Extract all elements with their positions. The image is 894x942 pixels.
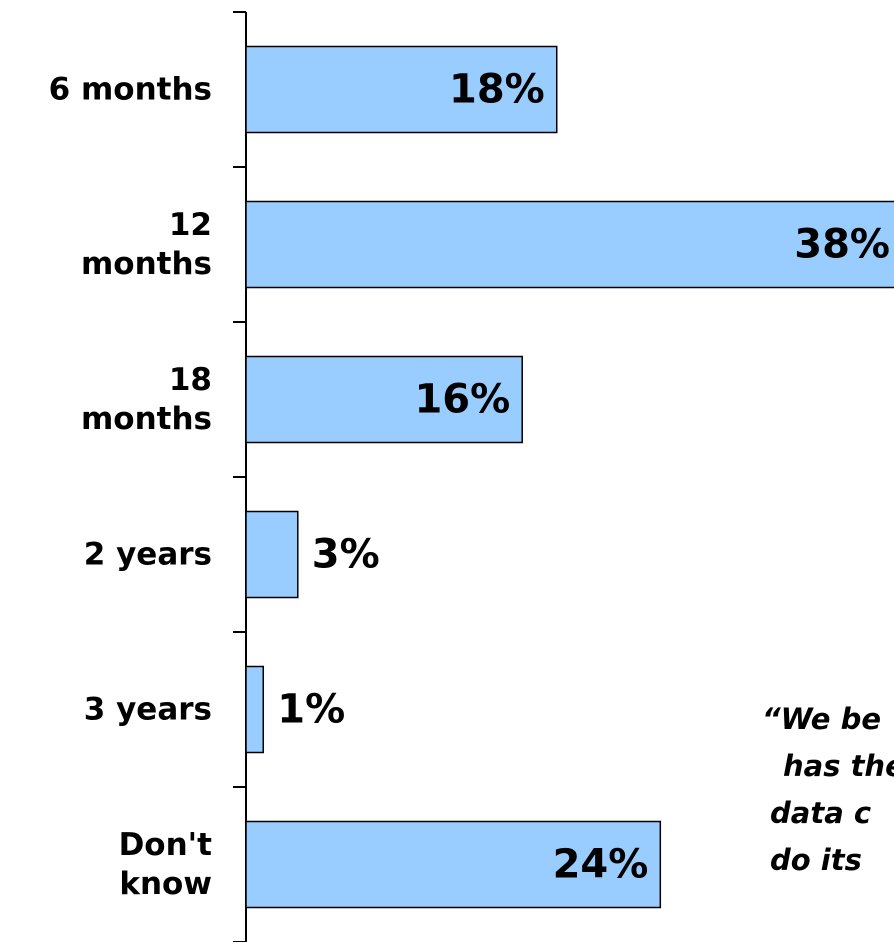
annotation: do its xyxy=(770,843,862,877)
value-label: 1% xyxy=(277,687,345,733)
category-label: 3 years xyxy=(83,691,212,727)
value-label: 3% xyxy=(312,532,380,578)
bar xyxy=(245,820,662,909)
category-label: 6 months xyxy=(48,71,212,107)
bar xyxy=(245,510,299,599)
category-label: 12 months xyxy=(80,206,212,282)
category-label: 18 months xyxy=(80,361,212,437)
value-label: 18% xyxy=(449,67,545,113)
category-label: Don't know xyxy=(118,826,212,902)
annotation: has the xyxy=(783,749,894,783)
bar xyxy=(245,200,894,289)
annotation: data c xyxy=(770,796,871,830)
annotation: “We be xyxy=(762,702,881,736)
value-label: 38% xyxy=(794,222,890,268)
category-label: 2 years xyxy=(83,536,212,572)
bar xyxy=(245,665,265,754)
bar xyxy=(245,355,523,444)
value-label: 16% xyxy=(414,377,510,423)
bar xyxy=(245,45,558,134)
value-label: 24% xyxy=(553,842,649,888)
